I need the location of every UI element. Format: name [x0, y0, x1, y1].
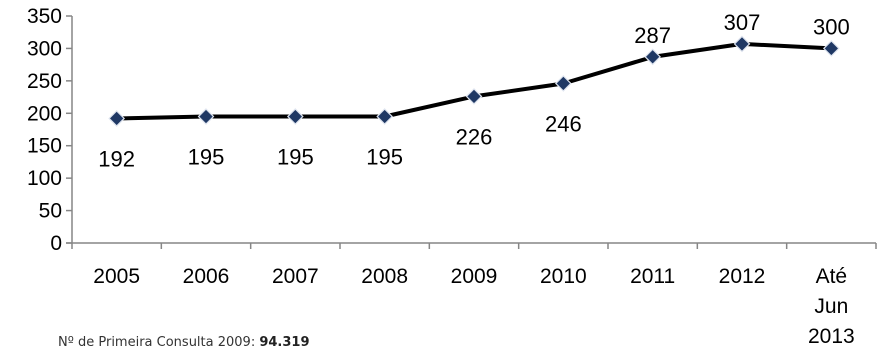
- footnote: Nº de Primeira Consulta 2009: 94.319: [58, 335, 310, 350]
- y-tick-label: 100: [27, 167, 62, 190]
- x-tick-label: 2011: [630, 265, 675, 288]
- data-label: 195: [188, 145, 225, 170]
- data-label: 195: [277, 145, 314, 170]
- data-labels: 192 195 195 195 226 246 287 307 300: [98, 10, 849, 172]
- data-point-marker: [554, 75, 572, 92]
- data-point-marker: [108, 110, 126, 127]
- x-tick-labels: 2005 2006 2007 2008 2009 2010 2011 2012 Até Jun 20…: [93, 265, 854, 348]
- data-label: 195: [366, 145, 403, 170]
- y-tick-label: 250: [27, 70, 62, 93]
- data-label: 192: [98, 146, 135, 171]
- data-label: 287: [634, 23, 671, 48]
- series-markers: [108, 35, 840, 127]
- data-label: 300: [813, 14, 850, 39]
- y-tick-label: 200: [27, 102, 62, 125]
- x-tick-label: 2006: [183, 265, 230, 288]
- x-tick-label: 2005: [93, 265, 140, 288]
- data-label: 226: [456, 124, 493, 149]
- data-point-marker: [286, 108, 304, 125]
- data-label: 246: [545, 111, 582, 136]
- x-tick-label: 2012: [719, 265, 766, 288]
- y-tick-label: 50: [39, 200, 62, 223]
- footnote-text: Nº de Primeira Consulta 2009:: [58, 335, 260, 350]
- x-tick-label: 2007: [272, 265, 319, 288]
- chart-axes: [66, 15, 877, 249]
- x-tick-label: 2010: [540, 265, 587, 288]
- data-point-marker: [376, 108, 394, 125]
- y-tick-label: 0: [50, 232, 62, 255]
- x-tick-label: Até Jun 2013: [808, 265, 855, 348]
- data-point-marker: [822, 40, 840, 57]
- y-tick-labels: 0 50 100 150 200 250 300 350: [27, 5, 62, 255]
- data-label: 307: [724, 10, 761, 35]
- footnote-value: 94.319: [259, 335, 310, 350]
- y-tick-label: 350: [27, 5, 62, 28]
- y-tick-label: 300: [27, 37, 62, 60]
- data-point-marker: [197, 108, 215, 125]
- x-tick-label: 2009: [451, 265, 498, 288]
- data-point-marker: [465, 88, 483, 105]
- data-point-marker: [644, 48, 662, 66]
- series-line: [116, 41, 832, 121]
- y-tick-label: 150: [27, 135, 62, 158]
- data-point-marker: [733, 35, 751, 53]
- x-tick-label: 2008: [361, 265, 408, 288]
